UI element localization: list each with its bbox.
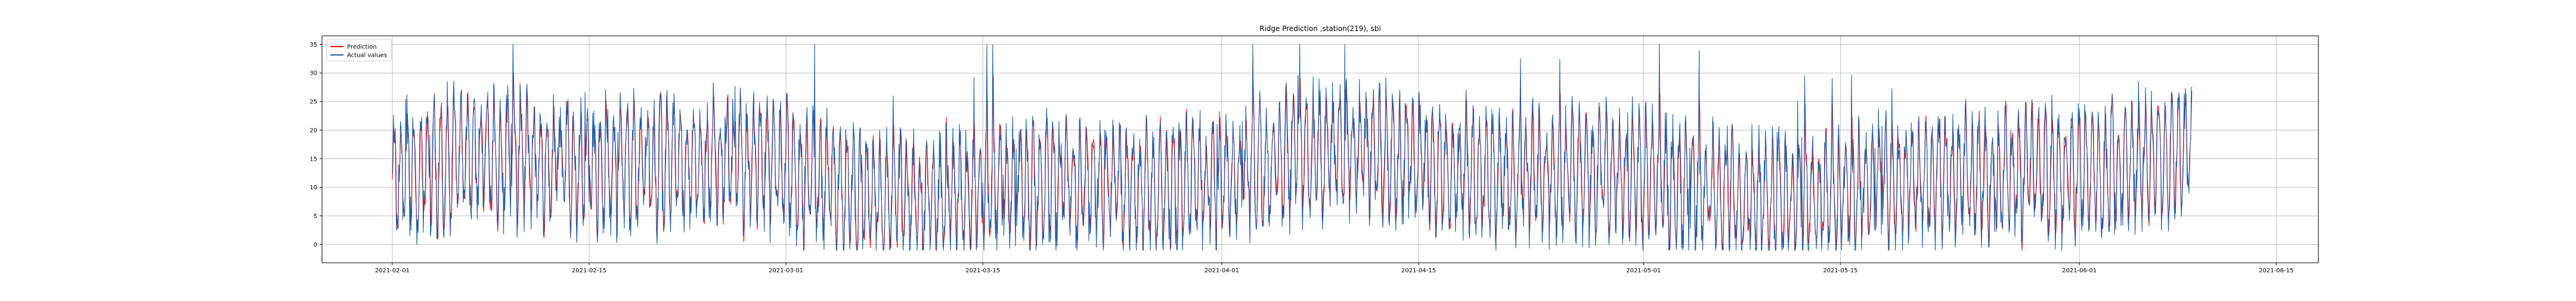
x-tick-label: 2021-02-01 <box>375 268 410 274</box>
y-tick-label: 0 <box>314 242 317 248</box>
x-tick-label: 2021-04-01 <box>1205 268 1239 274</box>
y-tick-label: 20 <box>309 127 317 134</box>
grid-lines <box>322 36 2318 263</box>
legend: Prediction Actual values <box>326 39 392 62</box>
y-tick-label: 25 <box>309 99 317 106</box>
y-tick-label: 35 <box>309 42 317 48</box>
y-tick-label: 30 <box>309 70 317 77</box>
x-tick-label: 2021-06-01 <box>2062 268 2097 274</box>
x-tick-label: 2021-06-15 <box>2259 268 2293 274</box>
y-tick-label: 10 <box>309 185 317 191</box>
x-tick-label: 2021-05-01 <box>1626 268 1661 274</box>
legend-label-actual-values: Actual values <box>347 53 387 59</box>
chart-title: Ridge Prediction ,station(219), sbi <box>1259 24 1381 33</box>
axis-ticks: 2021-02-01 2021-02-15 2021-03-01 2021-03-15… <box>309 42 2293 274</box>
series-line-actual-values <box>392 44 2193 251</box>
x-tick-label: 2021-05-15 <box>1823 268 1857 274</box>
x-tick-label: 2021-02-15 <box>572 268 606 274</box>
x-tick-label: 2021-04-15 <box>1401 268 1436 274</box>
x-tick-label: 2021-03-15 <box>965 268 1000 274</box>
y-tick-label: 15 <box>309 156 317 162</box>
y-tick-label: 5 <box>314 213 317 220</box>
x-tick-label: 2021-03-01 <box>769 268 803 274</box>
legend-label-prediction: Prediction <box>347 44 377 51</box>
series-layer <box>392 44 2193 251</box>
plot-frame <box>321 35 2319 263</box>
